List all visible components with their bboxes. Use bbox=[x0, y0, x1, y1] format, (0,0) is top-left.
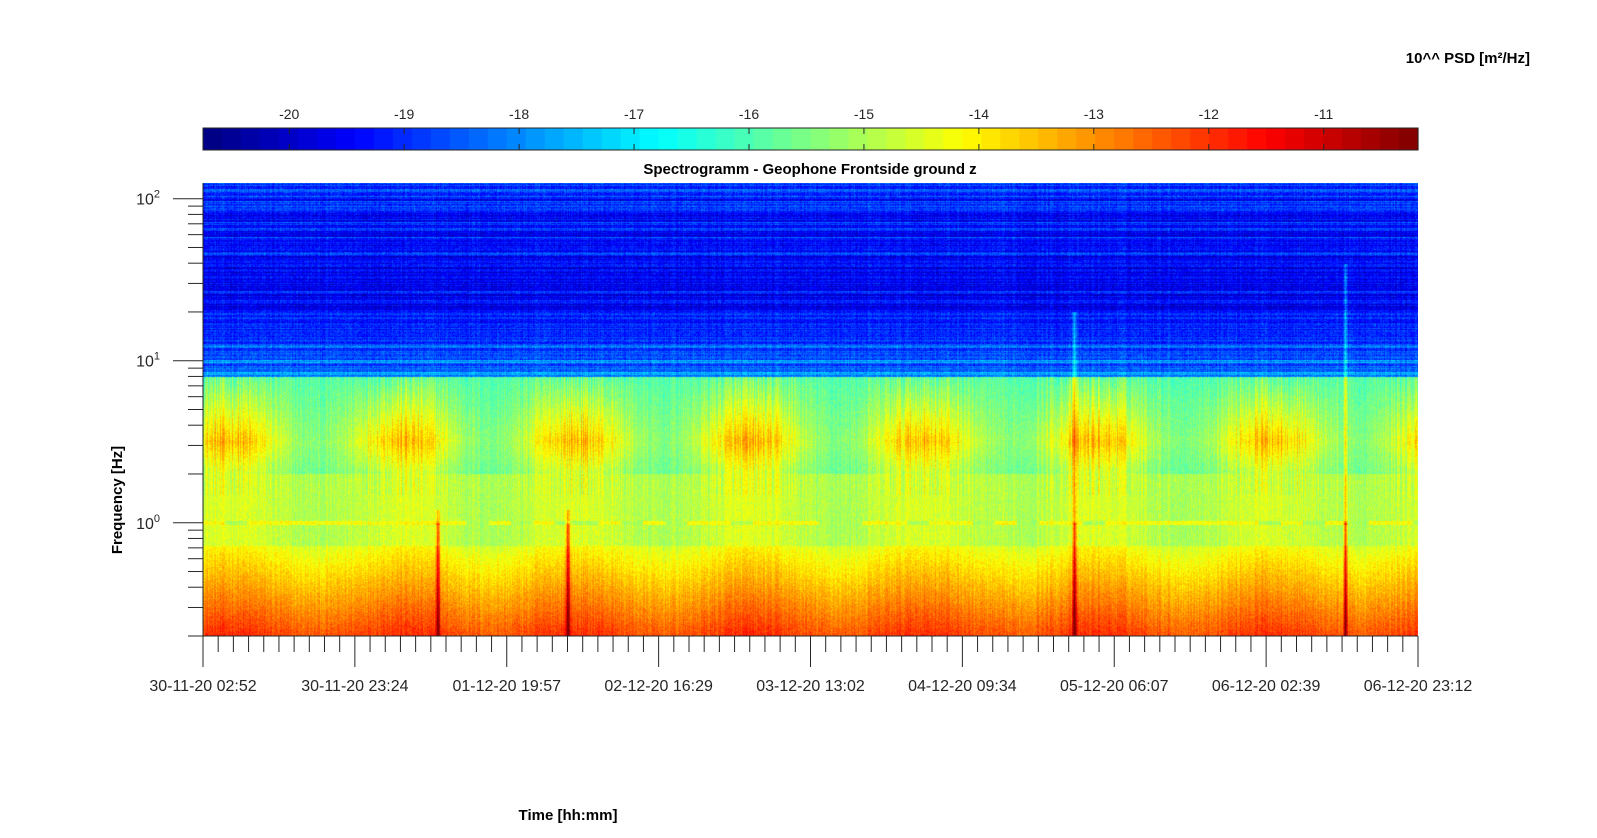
colorbar-cell bbox=[468, 128, 489, 150]
y-tick-label: 102 bbox=[136, 189, 160, 209]
colorbar-cell bbox=[848, 128, 869, 150]
colorbar-cell bbox=[1114, 128, 1134, 150]
x-tick-label: 01-12-20 19:57 bbox=[452, 678, 561, 695]
colorbar-cell bbox=[1190, 128, 1210, 150]
colorbar-cell bbox=[677, 128, 698, 150]
colorbar-cell bbox=[829, 128, 850, 150]
colorbar-cell bbox=[1266, 128, 1286, 150]
colorbar-cell bbox=[1038, 128, 1058, 150]
colorbar-cell bbox=[658, 128, 679, 150]
colorbar-cell bbox=[1361, 128, 1381, 150]
x-tick-label: 02-12-20 16:29 bbox=[604, 678, 713, 695]
colorbar-cell bbox=[240, 128, 261, 150]
x-tick-label: 30-11-20 23:24 bbox=[301, 678, 408, 695]
colorbar-cell bbox=[1247, 128, 1267, 150]
colorbar-cell bbox=[791, 128, 812, 150]
colorbar-cell bbox=[734, 128, 755, 150]
colorbar-cell bbox=[1000, 128, 1020, 150]
colorbar-cell bbox=[1076, 128, 1096, 150]
colorbar-cell bbox=[335, 128, 356, 150]
colorbar-cell bbox=[981, 128, 1001, 150]
colorbar-cell bbox=[1228, 128, 1248, 150]
colorbar-tick-label: -11 bbox=[1314, 106, 1333, 122]
colorbar-tick-label: -18 bbox=[509, 106, 529, 122]
colorbar-tick-label: -12 bbox=[1199, 106, 1219, 122]
colorbar-tick-label: -15 bbox=[854, 106, 874, 122]
x-tick-label: 06-12-20 02:39 bbox=[1212, 678, 1321, 695]
x-tick-label: 05-12-20 06:07 bbox=[1060, 678, 1169, 695]
colorbar-tick-label: -13 bbox=[1084, 106, 1104, 122]
x-axis: 30-11-20 02:52 30-11-20 23:24 01-12-20 19:… bbox=[149, 635, 1473, 695]
x-tick-label: 06-12-20 23:12 bbox=[1364, 678, 1473, 695]
colorbar-cell bbox=[316, 128, 337, 150]
colorbar-cell bbox=[772, 128, 793, 150]
colorbar-cell bbox=[221, 128, 242, 150]
colorbar-cell bbox=[525, 128, 546, 150]
colorbar-cell bbox=[278, 128, 299, 150]
colorbar-cell bbox=[715, 128, 736, 150]
colorbar-cell bbox=[753, 128, 774, 150]
colorbar-cell bbox=[563, 128, 584, 150]
colorbar-cell bbox=[392, 128, 413, 150]
colorbar-label: 10^^ PSD [m²/Hz] bbox=[1406, 50, 1530, 67]
colorbar-tick-label: -19 bbox=[394, 106, 414, 122]
colorbar-cell bbox=[487, 128, 508, 150]
spectrogram-plot-area bbox=[203, 183, 1418, 636]
chart-title: Spectrogramm - Geophone Frontside ground… bbox=[643, 161, 976, 178]
colorbar-cell bbox=[1285, 128, 1305, 150]
colorbar-cell bbox=[544, 128, 565, 150]
colorbar-cell bbox=[696, 128, 717, 150]
colorbar-cell bbox=[867, 128, 888, 150]
colorbar-cell bbox=[1342, 128, 1362, 150]
colorbar-tick-label: -17 bbox=[624, 106, 644, 122]
colorbar-cell bbox=[601, 128, 622, 150]
colorbar-cell bbox=[943, 128, 963, 150]
colorbar-cell bbox=[962, 128, 982, 150]
spectrogram-heatmap bbox=[203, 183, 1418, 636]
colorbar-cell bbox=[373, 128, 394, 150]
colorbar-cell bbox=[1019, 128, 1039, 150]
colorbar-cell bbox=[1133, 128, 1153, 150]
colorbar-cell bbox=[905, 128, 926, 150]
colorbar-cell bbox=[1304, 128, 1324, 150]
colorbar-tick-label: -16 bbox=[739, 106, 759, 122]
colorbar-cell bbox=[297, 128, 318, 150]
colorbar-cell bbox=[1380, 128, 1400, 150]
colorbar-cell bbox=[620, 128, 641, 150]
colorbar-cell bbox=[1171, 128, 1191, 150]
colorbar-cell bbox=[582, 128, 603, 150]
colorbar-cell bbox=[924, 128, 944, 150]
colorbar-cell bbox=[1152, 128, 1172, 150]
colorbar-cell bbox=[886, 128, 907, 150]
y-axis-label: Frequency [Hz] bbox=[109, 446, 126, 554]
colorbar-cell bbox=[411, 128, 432, 150]
colorbar-cell bbox=[1057, 128, 1077, 150]
colorbar-cell bbox=[203, 128, 223, 150]
colorbar-cell bbox=[259, 128, 280, 150]
colorbar-cell bbox=[1095, 128, 1115, 150]
colorbar-cell bbox=[1399, 128, 1419, 150]
colorbar: -20 -19 -18 -17 -16 -15 -14 -13 -12 -11 bbox=[202, 106, 1419, 151]
colorbar-cell bbox=[449, 128, 470, 150]
x-tick-label: 03-12-20 13:02 bbox=[756, 678, 865, 695]
colorbar-cell bbox=[639, 128, 660, 150]
colorbar-cell bbox=[354, 128, 375, 150]
colorbar-cell bbox=[1323, 128, 1343, 150]
colorbar-tick-label: -20 bbox=[279, 106, 299, 122]
colorbar-tick-label: -14 bbox=[969, 106, 989, 122]
colorbar-cell bbox=[810, 128, 831, 150]
colorbar-cell bbox=[430, 128, 451, 150]
y-tick-label: 101 bbox=[136, 351, 160, 371]
x-tick-label: 04-12-20 09:34 bbox=[908, 678, 1017, 695]
x-tick-label: 30-11-20 02:52 bbox=[149, 678, 256, 695]
y-tick-label: 100 bbox=[136, 513, 160, 533]
x-axis-label: Time [hh:mm] bbox=[519, 807, 618, 824]
y-axis: 102 101 100 bbox=[136, 183, 204, 637]
colorbar-cell bbox=[506, 128, 527, 150]
colorbar-cell bbox=[1209, 128, 1229, 150]
